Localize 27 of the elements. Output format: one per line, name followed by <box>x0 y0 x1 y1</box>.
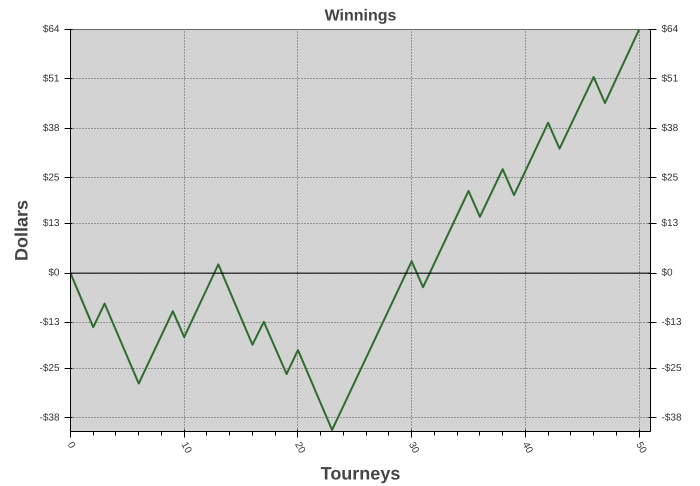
y-tick-label: $51 <box>42 73 60 84</box>
y-tick-label: -$38 <box>39 412 60 424</box>
x-tick-label: 40 <box>520 440 535 456</box>
y-tick-label: -$13 <box>39 317 60 328</box>
y2-tick-label: $51 <box>662 73 679 84</box>
y2-tick-label: $0 <box>662 268 674 279</box>
y2-tick-label: $13 <box>662 218 679 230</box>
x-tick-label: 30 <box>406 440 422 456</box>
x-tick-label: 10 <box>178 440 194 456</box>
y-tick-label: $0 <box>48 268 60 279</box>
y2-tick-label: -$13 <box>662 317 682 328</box>
y-tick-label: $13 <box>42 218 60 230</box>
y2-tick-label: $38 <box>662 122 679 134</box>
y2-tick-label: -$25 <box>662 362 682 374</box>
x-axis-title: Tourneys <box>320 464 400 484</box>
chart-title: Winnings <box>324 8 397 24</box>
y2-tick-label: $25 <box>662 172 679 184</box>
x-tick-label: 0 <box>64 440 78 451</box>
y-tick-label: -$25 <box>39 362 60 374</box>
y2-tick-label: $64 <box>662 24 679 35</box>
y-tick-label: $64 <box>42 24 60 35</box>
y-tick-label: $38 <box>42 122 60 134</box>
y-axis-title: Dollars <box>11 200 32 262</box>
y-tick-label: $25 <box>42 172 60 184</box>
y2-tick-label: -$38 <box>662 412 682 424</box>
x-tick-label: 20 <box>292 440 308 456</box>
x-tick-label: 50 <box>633 440 649 456</box>
